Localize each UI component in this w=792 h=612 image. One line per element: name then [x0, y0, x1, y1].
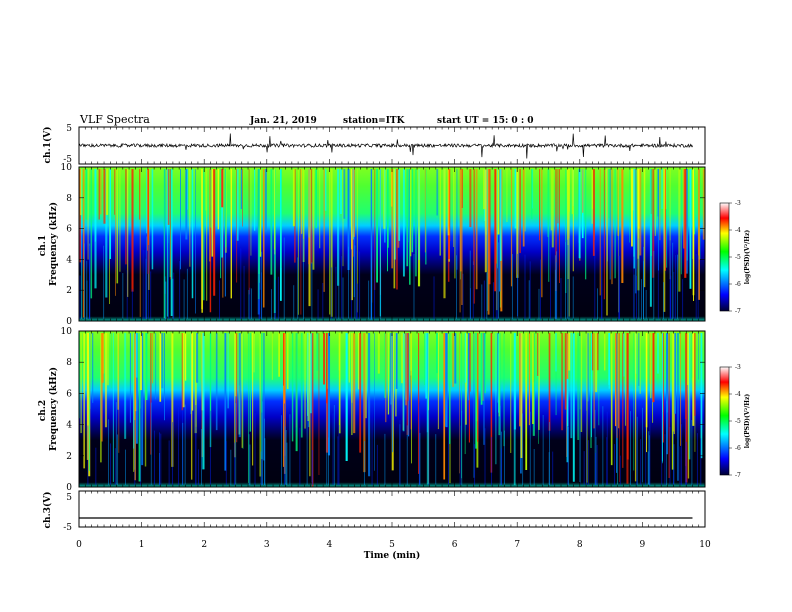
colorbar-tick-label: -7	[735, 472, 741, 479]
x-tick-label: 2	[201, 540, 207, 550]
ch2-ylabel-line2: Frequency (kHz)	[48, 367, 59, 451]
header-station: station=ITK	[343, 116, 406, 126]
x-tick-label: 8	[577, 540, 583, 550]
ch2-ylabel-line1: ch.2	[38, 400, 48, 421]
colorbar-tick-label: -6	[735, 445, 741, 452]
colorbar-tick-label: -3	[735, 364, 741, 371]
ch1-spectrogram-panel: 0 2 4 6 8 10 ch.1 Frequency (kHz)	[38, 163, 706, 327]
y-tick-label: 0	[66, 483, 72, 493]
y-tick-label: 6	[66, 389, 72, 399]
y-tick-label: 8	[66, 194, 72, 204]
figure-title: VLF Spectra	[79, 113, 150, 126]
y-tick-label: 0	[66, 317, 72, 327]
x-tick-label: 10	[699, 540, 711, 550]
ch3-ytick-bottom: -5	[63, 523, 72, 533]
x-tick-label: 4	[327, 540, 333, 550]
y-tick-label: 10	[61, 163, 73, 173]
y-tick-label: 4	[66, 255, 72, 265]
x-axis-tick-labels: 0 1 2 3 4 5 6 7 8 9 10	[76, 540, 711, 550]
x-tick-label: 0	[76, 540, 82, 550]
y-tick-label: 8	[66, 358, 72, 368]
x-axis-label: Time (min)	[364, 550, 421, 561]
header-date: Jan. 21, 2019	[249, 116, 317, 126]
colorbar-tick-label: -5	[735, 254, 741, 261]
ch1-colorbar: -3 -4 -5 -6 -7 log(PSD)(V²/Hz)	[719, 200, 751, 315]
ch2-colorbar: -3 -4 -5 -6 -7 log(PSD)(V²/Hz)	[719, 364, 751, 479]
ch2-spectrogram-panel: 0 2 4 6 8 10 ch.2 Frequency (kHz)	[38, 327, 706, 493]
y-tick-label: 2	[66, 286, 72, 296]
ch1-ylabel-line1: ch.1	[38, 235, 48, 256]
colorbar-tick-label: -6	[735, 281, 741, 288]
colorbar-tick-label: -4	[735, 227, 741, 234]
y-tick-label: 2	[66, 452, 72, 462]
x-tick-label: 6	[452, 540, 458, 550]
colorbar-tick-label: -7	[735, 308, 741, 315]
ch1-ylabel: ch.1(V)	[42, 127, 53, 164]
y-tick-label: 10	[61, 327, 73, 337]
colorbar-tick-label: -4	[735, 391, 741, 398]
colorbar-tick-label: -5	[735, 418, 741, 425]
ch3-ylabel: ch.3(V)	[42, 492, 53, 529]
x-tick-label: 3	[264, 540, 270, 550]
ch1-ytick-bottom: -5	[63, 155, 72, 165]
ch1-colorbar-label: log(PSD)(V²/Hz)	[744, 230, 751, 285]
ch1-frequency-ylabel: ch.1 Frequency (kHz)	[38, 202, 59, 286]
ch2-colorbar-label: log(PSD)(V²/Hz)	[744, 394, 751, 449]
x-tick-label: 7	[514, 540, 520, 550]
colorbar-tick-label: -3	[735, 200, 741, 207]
ch3-ytick-top: 5	[66, 493, 72, 503]
ch2-frequency-ylabel: ch.2 Frequency (kHz)	[38, 367, 59, 451]
y-tick-label: 4	[66, 421, 72, 431]
x-tick-label: 5	[389, 540, 395, 550]
x-tick-label: 9	[640, 540, 646, 550]
ch1-ylabel-line2: Frequency (kHz)	[48, 202, 59, 286]
ch3-waveform-panel: 5 -5 ch.3(V)	[42, 490, 706, 533]
y-tick-label: 6	[66, 225, 72, 235]
ch1-waveform-line	[78, 133, 693, 159]
ch1-waveform-panel: 5 -5 ch.1(V)	[42, 124, 706, 165]
x-tick-label: 1	[139, 540, 145, 550]
ch1-ytick-top: 5	[66, 124, 72, 134]
header-start-ut: start UT = 15: 0 : 0	[437, 116, 534, 126]
